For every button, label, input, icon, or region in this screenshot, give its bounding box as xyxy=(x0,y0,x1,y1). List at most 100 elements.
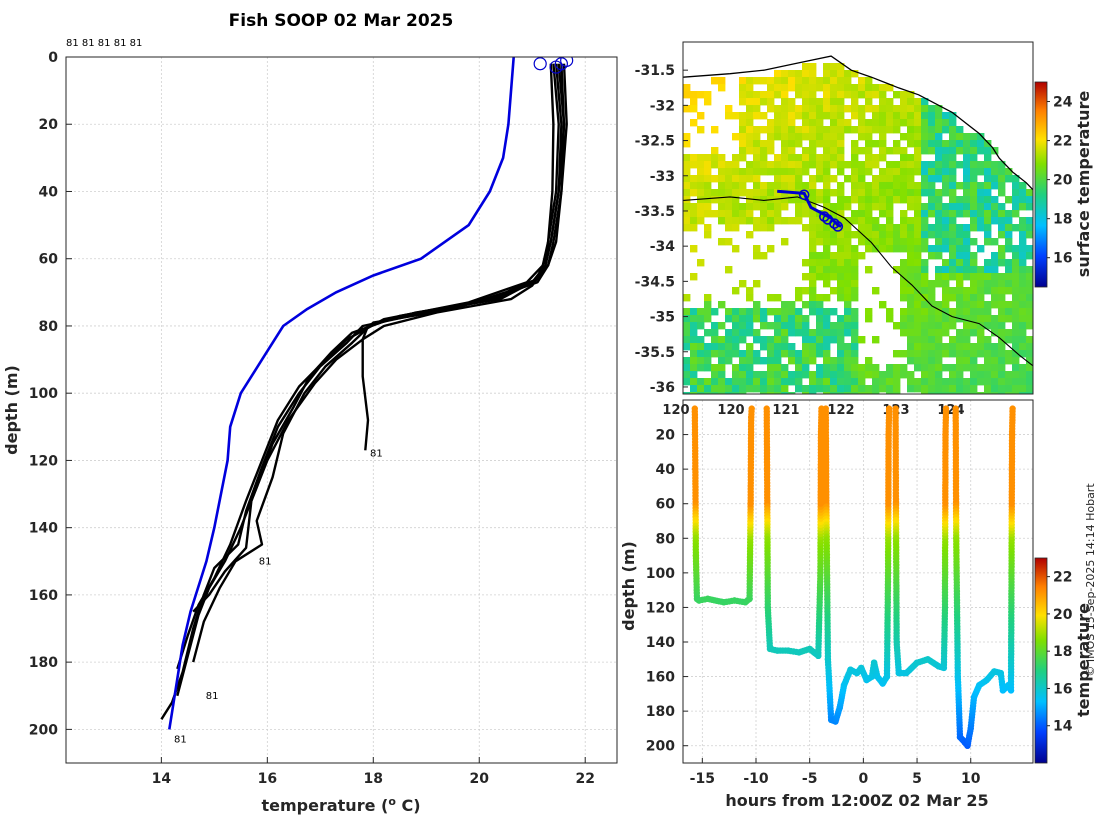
sst-cell xyxy=(760,224,768,232)
sst-cell xyxy=(914,378,922,386)
sst-cell xyxy=(1012,336,1020,344)
time-x-tick-label: 0 xyxy=(858,771,868,787)
sst-cell xyxy=(900,259,908,267)
sst-cell xyxy=(893,168,901,176)
sst-cell xyxy=(725,378,733,386)
sst-cell xyxy=(872,126,880,134)
sst-cell xyxy=(970,329,978,337)
sst-cell xyxy=(1019,231,1027,239)
sst-cell xyxy=(781,217,789,225)
sst-cell xyxy=(893,266,901,274)
sst-cell xyxy=(879,147,887,155)
sst-cell xyxy=(711,126,719,134)
sst-cell xyxy=(1012,392,1020,394)
sst-cell xyxy=(725,224,733,232)
sst-cell xyxy=(683,210,691,218)
sst-cell xyxy=(998,224,1006,232)
sst-cell xyxy=(774,182,782,190)
sst-cell xyxy=(718,182,726,190)
sst-cell xyxy=(886,119,894,127)
sst-cell xyxy=(683,364,691,372)
map-x-tick-label: 120 xyxy=(662,403,689,418)
time-x-tick-label: 5 xyxy=(912,771,922,787)
sst-cell xyxy=(725,112,733,120)
sst-cell xyxy=(977,245,985,253)
sst-cell xyxy=(928,280,936,288)
time-x-tick-label: -15 xyxy=(690,771,715,787)
sst-cell xyxy=(1026,252,1033,260)
sst-cell xyxy=(879,98,887,106)
sst-cell xyxy=(963,189,971,197)
sst-cell xyxy=(837,168,845,176)
sst-cell xyxy=(1012,378,1020,386)
sst-cell xyxy=(683,105,691,113)
sst-cell xyxy=(928,301,936,309)
sst-cell xyxy=(732,182,740,190)
sst-cell xyxy=(942,392,950,394)
sst-cell xyxy=(697,182,705,190)
sst-cell xyxy=(774,329,782,337)
sst-cell xyxy=(746,350,754,358)
sst-cell xyxy=(907,336,915,344)
sst-cell xyxy=(851,231,859,239)
sst-cell xyxy=(767,364,775,372)
sst-cell xyxy=(795,182,803,190)
sst-cell xyxy=(977,329,985,337)
sst-cell xyxy=(774,336,782,344)
sst-cell xyxy=(746,210,754,218)
sst-cell xyxy=(767,217,775,225)
y-tick-label: 160 xyxy=(29,588,58,604)
sst-cell xyxy=(830,203,838,211)
sst-cell xyxy=(816,238,824,246)
sst-cell xyxy=(970,154,978,162)
sst-cell xyxy=(928,119,936,127)
sst-cell xyxy=(732,168,740,176)
sst-cell xyxy=(711,329,719,337)
sst-cell xyxy=(970,168,978,176)
surface-marker xyxy=(533,57,547,71)
y-tick-label: 100 xyxy=(29,386,58,402)
sst-cell xyxy=(865,84,873,92)
sst-cell xyxy=(809,84,817,92)
sst-cell xyxy=(970,364,978,372)
sst-cell xyxy=(851,385,859,393)
sst-cell xyxy=(977,140,985,148)
sst-cell xyxy=(704,364,712,372)
sst-cell xyxy=(872,154,880,162)
sst-cell xyxy=(690,378,698,386)
sst-cell xyxy=(774,77,782,85)
sst-cell xyxy=(907,98,915,106)
sst-cell xyxy=(879,119,887,127)
time-y-tick-label: 180 xyxy=(646,704,675,720)
sst-cell xyxy=(886,224,894,232)
sst-cell xyxy=(907,308,915,316)
sst-cell xyxy=(858,378,866,386)
sst-cell xyxy=(816,308,824,316)
sst-cell xyxy=(802,126,810,134)
sst-cell xyxy=(746,98,754,106)
map-overlays xyxy=(683,55,1033,367)
sst-cell xyxy=(781,84,789,92)
sst-cell xyxy=(830,266,838,274)
sst-cell xyxy=(991,280,999,288)
sst-cell xyxy=(697,203,705,211)
sst-cell xyxy=(823,126,831,134)
sst-cell xyxy=(900,210,908,218)
sst-cell xyxy=(711,77,719,85)
sst-cell xyxy=(823,238,831,246)
sst-cell xyxy=(823,210,831,218)
sst-cell xyxy=(739,168,747,176)
sst-cell xyxy=(935,175,943,183)
sst-cell xyxy=(690,224,698,232)
sst-cell xyxy=(802,315,810,323)
sst-cell xyxy=(914,147,922,155)
sst-cell xyxy=(767,210,775,218)
sst-cell xyxy=(774,210,782,218)
sst-cell xyxy=(704,357,712,365)
sst-cell xyxy=(704,182,712,190)
sst-cell xyxy=(837,259,845,267)
sst-cell xyxy=(984,189,992,197)
sst-cell xyxy=(753,308,761,316)
sst-cell xyxy=(963,308,971,316)
sst-cell xyxy=(956,385,964,393)
